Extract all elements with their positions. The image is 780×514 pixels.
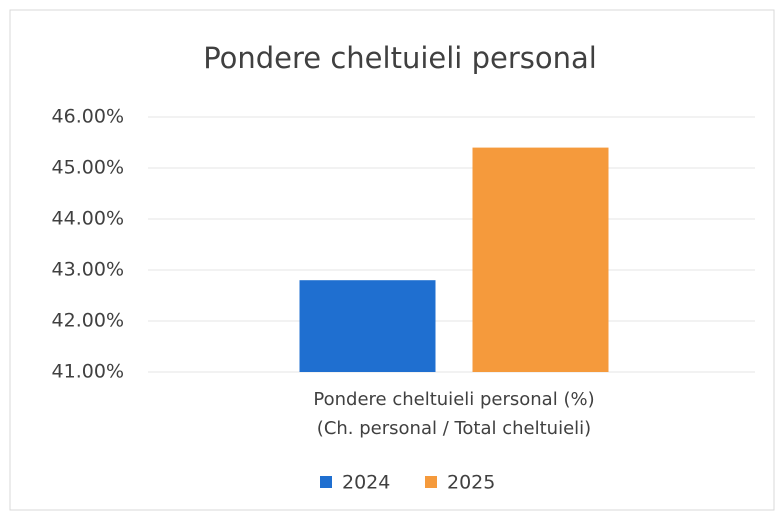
y-tick-label: 43.00% bbox=[52, 259, 124, 281]
bar bbox=[299, 280, 436, 372]
bar bbox=[472, 147, 609, 372]
y-tick-label: 42.00% bbox=[52, 310, 124, 332]
chart-frame bbox=[9, 9, 775, 511]
legend-swatch bbox=[425, 476, 437, 488]
legend-label: 2024 bbox=[342, 472, 390, 494]
y-tick-label: 44.00% bbox=[52, 208, 124, 230]
y-tick-label: 45.00% bbox=[52, 157, 124, 179]
y-tick-label: 46.00% bbox=[52, 106, 124, 128]
y-tick-label: 41.00% bbox=[52, 361, 124, 383]
x-tick-label: Pondere cheltuieli personal (%) (Ch. pers… bbox=[313, 389, 594, 439]
legend-swatch bbox=[320, 476, 332, 488]
legend-label: 2025 bbox=[447, 472, 495, 494]
chart-title: Pondere cheltuieli personal bbox=[203, 41, 597, 75]
